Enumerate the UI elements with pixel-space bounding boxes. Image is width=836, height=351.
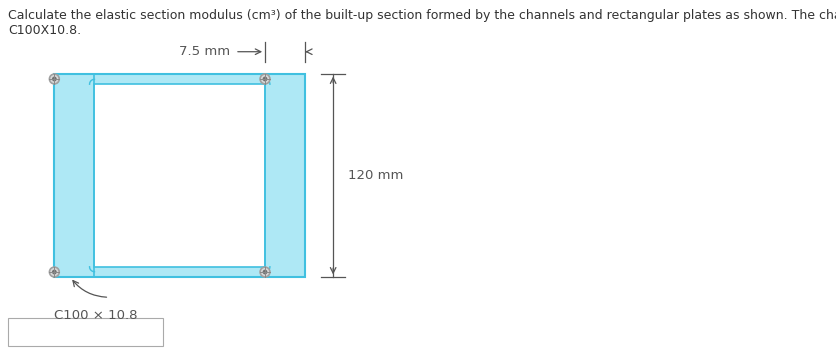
Circle shape	[260, 267, 270, 277]
Circle shape	[53, 77, 56, 81]
FancyBboxPatch shape	[8, 318, 163, 346]
Circle shape	[262, 269, 268, 276]
Circle shape	[263, 77, 267, 81]
Text: 7.5 mm: 7.5 mm	[179, 45, 230, 58]
Circle shape	[49, 267, 59, 277]
Circle shape	[262, 75, 268, 82]
Circle shape	[51, 269, 58, 276]
Circle shape	[49, 74, 59, 84]
Bar	[54, 74, 305, 277]
Circle shape	[51, 75, 58, 82]
Circle shape	[263, 270, 267, 274]
Text: C100X10.8.: C100X10.8.	[8, 24, 81, 37]
Text: 120 mm: 120 mm	[348, 169, 404, 182]
Circle shape	[260, 74, 270, 84]
Text: Calculate the elastic section modulus (cm³) of the built-up section formed by th: Calculate the elastic section modulus (c…	[8, 9, 836, 22]
Text: C100 × 10.8: C100 × 10.8	[54, 309, 138, 322]
Bar	[94, 84, 265, 267]
Circle shape	[53, 270, 56, 274]
